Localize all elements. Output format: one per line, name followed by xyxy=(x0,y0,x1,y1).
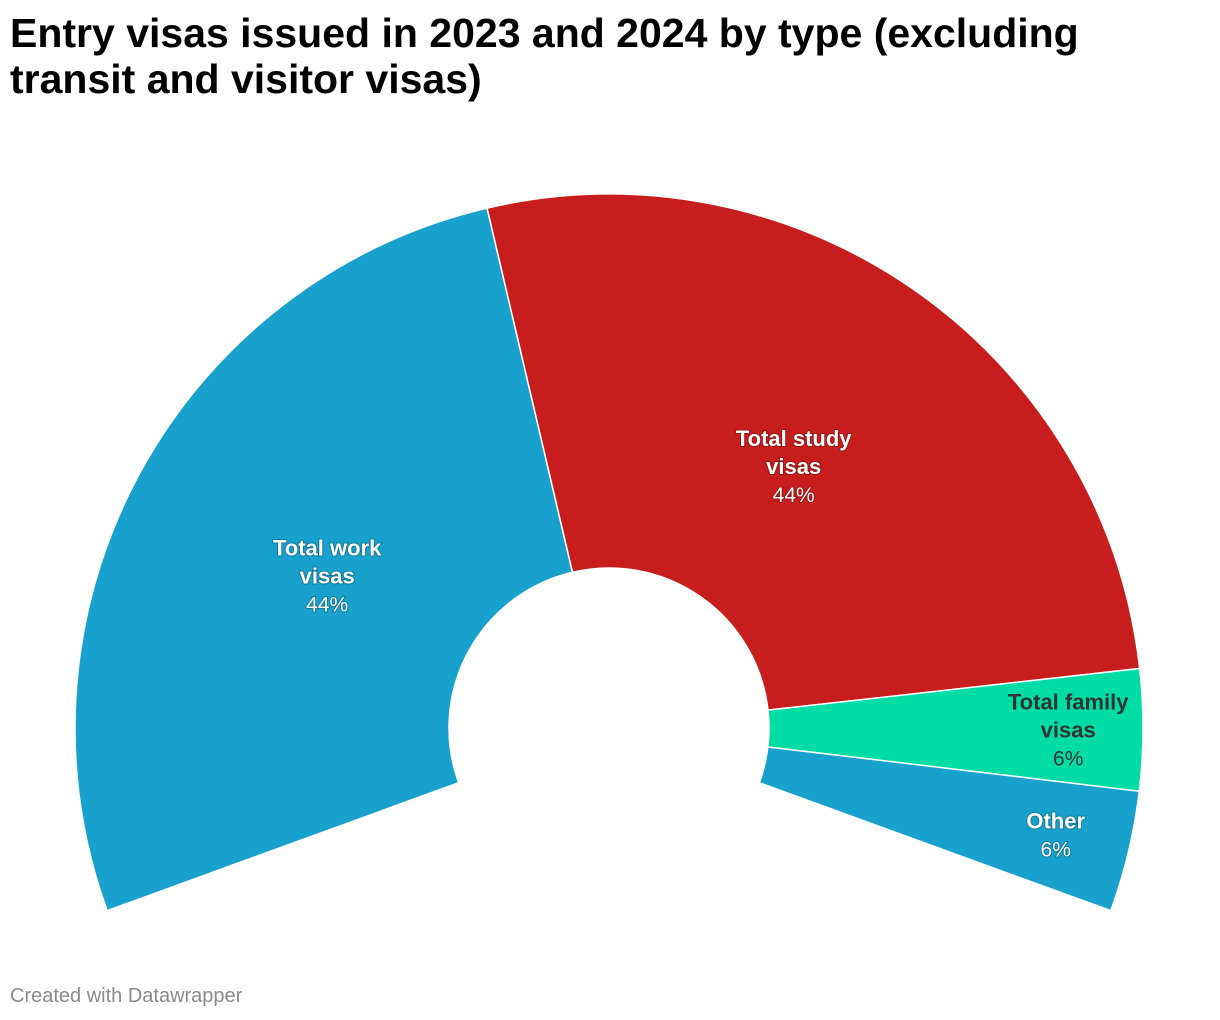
slice-value-label: 44% xyxy=(773,484,815,507)
slice-value-label: 6% xyxy=(1041,838,1071,861)
chart-title: Entry visas issued in 2023 and 2024 by t… xyxy=(10,10,1079,102)
footer-credit: Created with Datawrapper xyxy=(10,985,243,1007)
slice-label-other: Other 6% xyxy=(1026,808,1085,861)
slice-label-total-study-visas: Total study visas 44% xyxy=(736,426,852,507)
slice-name-line: visas xyxy=(300,564,355,589)
labels-layer: Total work visas 44%Total study visas 44%Tot… xyxy=(272,425,1129,862)
slice-value-label: 44% xyxy=(306,594,348,617)
slice-total-work-visas[interactable] xyxy=(74,207,574,912)
slice-other[interactable] xyxy=(758,746,1141,912)
slice-name-line: Total study xyxy=(736,426,852,451)
slice-total-study-visas[interactable] xyxy=(486,193,1141,711)
slice-name-line: visas xyxy=(766,454,821,479)
slice-name-line: Total work xyxy=(273,536,382,561)
slice-label-total-work-visas: Total work visas 44% xyxy=(273,536,382,617)
slices-layer xyxy=(74,193,1144,912)
slice-name-line: Other xyxy=(1026,808,1085,833)
slice-label-total-family-visas: Total family visas 6% xyxy=(1008,690,1129,771)
slice-value-label: 6% xyxy=(1053,748,1083,771)
slice-name-line: visas xyxy=(1041,718,1096,743)
slice-name-line: Total family xyxy=(1008,690,1129,715)
